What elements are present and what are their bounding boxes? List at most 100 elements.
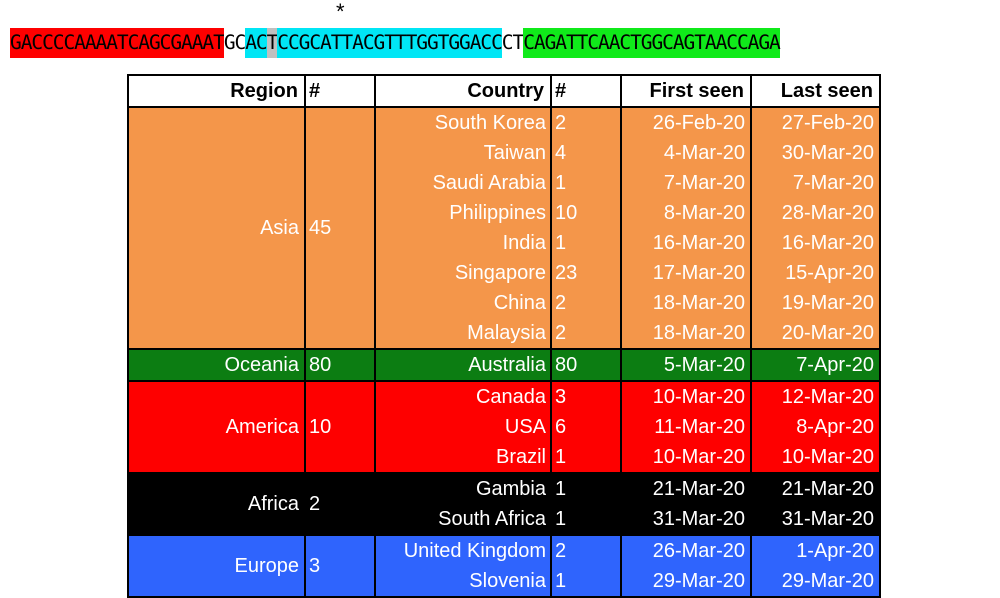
region-cell: Europe [127, 534, 306, 598]
last-seen-cell: 15-Apr-20 [750, 258, 881, 288]
last-seen-cell: 7-Apr-20 [750, 348, 881, 382]
last-seen-cell: 28-Mar-20 [750, 198, 881, 228]
country-count-cell: 6 [550, 412, 622, 442]
table-row: Asia 45 South Korea 2 26-Feb-20 27-Feb-20 [127, 106, 881, 350]
table-row: Philippines 10 8-Mar-20 28-Mar-20 [128, 198, 881, 228]
table-row: China 2 18-Mar-20 19-Mar-20 [128, 288, 881, 318]
last-seen-cell: 8-Apr-20 [750, 412, 881, 442]
country-count-cell: 10 [550, 198, 622, 228]
country-cell: South Korea [374, 106, 552, 138]
first-seen-cell: 31-Mar-20 [620, 504, 752, 536]
table-row: Slovenia 1 29-Mar-20 29-Mar-20 [128, 566, 881, 598]
region-cell: Asia [127, 106, 306, 350]
table-row: USA 6 11-Mar-20 8-Apr-20 [128, 412, 881, 442]
last-seen-cell: 21-Mar-20 [750, 472, 881, 504]
country-count-cell: 1 [550, 504, 622, 536]
header-region-count: # [304, 74, 376, 108]
country-count-cell: 3 [550, 380, 622, 412]
country-count-cell: 4 [550, 138, 622, 168]
country-count-cell: 2 [550, 106, 622, 138]
snp-marker-asterisk: * [336, 0, 345, 24]
table-row: Taiwan 4 4-Mar-20 30-Mar-20 [128, 138, 881, 168]
gap-segment-1: GC [223, 28, 246, 58]
first-seen-cell: 18-Mar-20 [620, 288, 752, 318]
first-seen-cell: 11-Mar-20 [620, 412, 752, 442]
header-first-seen: First seen [620, 74, 752, 108]
last-seen-cell: 16-Mar-20 [750, 228, 881, 258]
country-cell: Canada [374, 380, 552, 412]
region-cell: America [127, 380, 306, 474]
table-row: India 1 16-Mar-20 16-Mar-20 [128, 228, 881, 258]
region-count-cell: 3 [304, 534, 376, 598]
country-count-cell: 80 [550, 348, 622, 382]
country-cell: Taiwan [374, 138, 552, 168]
header-country-count: # [550, 74, 622, 108]
gap-segment-2: CT [501, 28, 524, 58]
country-count-cell: 1 [550, 472, 622, 504]
first-seen-cell: 26-Feb-20 [620, 106, 752, 138]
country-count-cell: 23 [550, 258, 622, 288]
primer-sequence: GACCCCAAAATCAGCGAAATGCACTCCGCATTACGTTTGG… [10, 28, 781, 58]
country-cell: Philippines [374, 198, 552, 228]
first-seen-cell: 10-Mar-20 [620, 442, 752, 474]
last-seen-cell: 29-Mar-20 [750, 566, 881, 598]
variant-region-table: Region # Country # First seen Last seen … [127, 74, 881, 598]
country-cell: Saudi Arabia [374, 168, 552, 198]
header-country: Country [374, 74, 552, 108]
country-count-cell: 1 [550, 442, 622, 474]
table-row: Saudi Arabia 1 7-Mar-20 7-Mar-20 [128, 168, 881, 198]
table-row: Europe 3 United Kingdom 2 26-Mar-20 1-Apr-20 [127, 534, 881, 598]
country-count-cell: 2 [550, 318, 622, 350]
first-seen-cell: 7-Mar-20 [620, 168, 752, 198]
country-cell: Malaysia [374, 318, 552, 350]
region-count-cell: 2 [304, 472, 376, 536]
region-cell: Africa [127, 472, 306, 536]
country-cell: Australia [374, 348, 552, 382]
last-seen-cell: 31-Mar-20 [750, 504, 881, 536]
table-row: Oceania 80 Australia 80 5-Mar-20 7-Apr-20 [127, 348, 881, 382]
country-cell: China [374, 288, 552, 318]
country-cell: USA [374, 412, 552, 442]
table-header-row: Region # Country # First seen Last seen [127, 74, 881, 108]
forward-primer-segment: GACCCCAAAATCAGCGAAAT [10, 28, 225, 58]
snp-base: T [266, 28, 278, 58]
reverse-primer-segment: CAGATTCAACTGGCAGTAACCAGA [523, 28, 781, 58]
table-row: Singapore 23 17-Mar-20 15-Apr-20 [128, 258, 881, 288]
first-seen-cell: 4-Mar-20 [620, 138, 752, 168]
last-seen-cell: 27-Feb-20 [750, 106, 881, 138]
first-seen-cell: 5-Mar-20 [620, 348, 752, 382]
header-region: Region [127, 74, 306, 108]
last-seen-cell: 7-Mar-20 [750, 168, 881, 198]
country-cell: Singapore [374, 258, 552, 288]
last-seen-cell: 19-Mar-20 [750, 288, 881, 318]
first-seen-cell: 21-Mar-20 [620, 472, 752, 504]
country-count-cell: 1 [550, 566, 622, 598]
table-body: Asia 45 South Korea 2 26-Feb-20 27-Feb-20 Taiw… [127, 106, 881, 598]
last-seen-cell: 12-Mar-20 [750, 380, 881, 412]
first-seen-cell: 26-Mar-20 [620, 534, 752, 566]
table-row: Africa 2 Gambia 1 21-Mar-20 21-Mar-20 [127, 472, 881, 536]
country-cell: Brazil [374, 442, 552, 474]
header-last-seen: Last seen [750, 74, 881, 108]
probe-lead-segment: AC [245, 28, 268, 58]
country-cell: Gambia [374, 472, 552, 504]
country-count-cell: 1 [550, 228, 622, 258]
first-seen-cell: 10-Mar-20 [620, 380, 752, 412]
first-seen-cell: 29-Mar-20 [620, 566, 752, 598]
first-seen-cell: 18-Mar-20 [620, 318, 752, 350]
country-cell: Slovenia [374, 566, 552, 598]
country-cell: South Africa [374, 504, 552, 536]
last-seen-cell: 10-Mar-20 [750, 442, 881, 474]
table-row: Brazil 1 10-Mar-20 10-Mar-20 [128, 442, 881, 474]
probe-segment: CCGCATTACGTTTGGTGGACC [277, 28, 503, 58]
region-count-cell: 10 [304, 380, 376, 474]
region-count-cell: 80 [304, 348, 376, 382]
country-count-cell: 2 [550, 288, 622, 318]
country-count-cell: 1 [550, 168, 622, 198]
first-seen-cell: 8-Mar-20 [620, 198, 752, 228]
region-cell: Oceania [127, 348, 306, 382]
first-seen-cell: 16-Mar-20 [620, 228, 752, 258]
country-cell: India [374, 228, 552, 258]
country-cell: United Kingdom [374, 534, 552, 566]
last-seen-cell: 1-Apr-20 [750, 534, 881, 566]
